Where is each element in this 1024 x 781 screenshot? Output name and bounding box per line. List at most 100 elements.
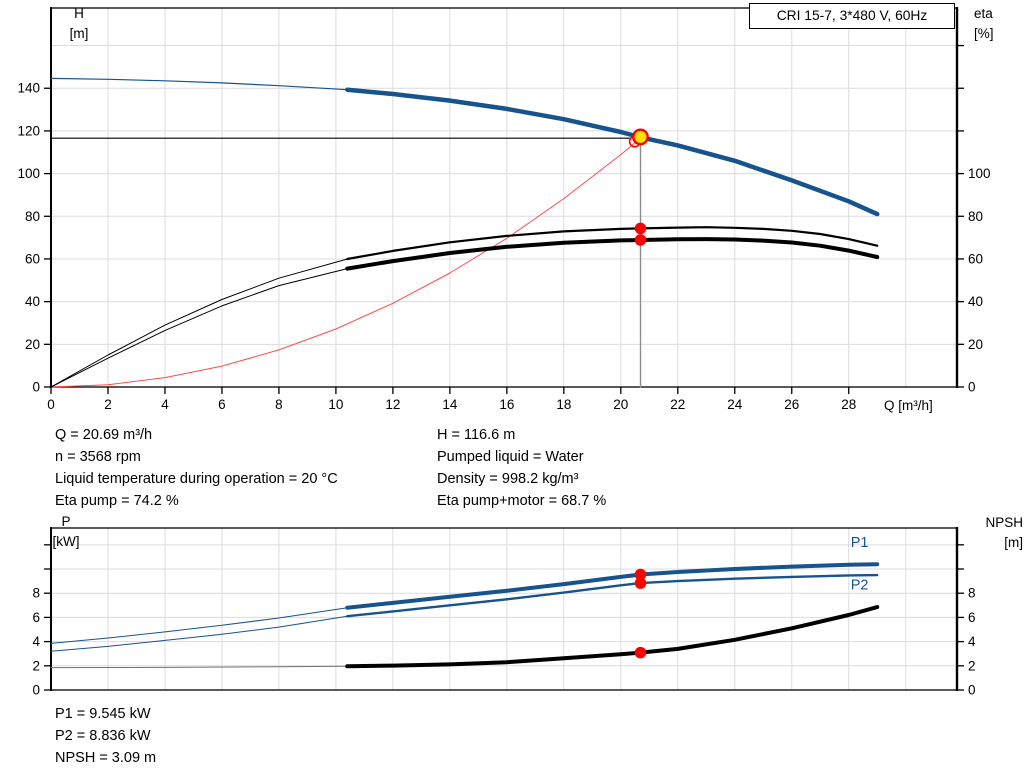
- duty-info-right-column: H = 116.6 m Pumped liquid = Water Densit…: [437, 424, 606, 512]
- power-info-block: P1 = 9.545 kW P2 = 8.836 kW NPSH = 3.09 …: [55, 703, 156, 769]
- p-axis-unit: [kW]: [52, 534, 80, 549]
- y-left-tick-label: 6: [32, 610, 40, 625]
- x-tick-label: 12: [385, 397, 400, 412]
- head-curve: [345, 87, 880, 217]
- y-left-tick-label: 120: [17, 123, 40, 138]
- eta-pump-motor-extension: [50, 268, 348, 388]
- npsh-axis-label: NPSH [m]: [976, 513, 1023, 553]
- info-pumped-liquid: Pumped liquid = Water: [437, 449, 584, 465]
- y-left-tick-label: 100: [17, 166, 40, 181]
- y-axis-left-ticks: 0 20 40 60 80 100 120 140: [17, 81, 51, 395]
- chart-hq: 0 2 4 6 8 10 12 14 16 18 20 22 24 26 28020406080100120…: [17, 7, 991, 412]
- y-left-tick-label: 4: [32, 634, 40, 649]
- h-axis-symbol: H: [74, 6, 84, 21]
- x-tick-label: 4: [161, 397, 169, 412]
- eta-axis-label: eta [%]: [974, 4, 1022, 44]
- y-left-tick-label: 0: [32, 683, 40, 698]
- info-liquid-temperature: Liquid temperature during operation = 20…: [55, 471, 338, 487]
- x-tick-label: 16: [499, 397, 514, 412]
- x-tick-label: 20: [613, 397, 628, 412]
- y-left-tick-label: 0: [32, 380, 40, 395]
- y-left-tick-label: 8: [32, 586, 40, 601]
- p2-curve-label: P2: [851, 578, 869, 594]
- y-right-tick-label: 60: [968, 251, 983, 266]
- eta-pump-duty-dot: [634, 222, 647, 235]
- x-tick-label: 24: [727, 397, 743, 412]
- p2-curve-extension: [50, 615, 348, 652]
- eta-axis-symbol: eta: [974, 6, 993, 21]
- p1-curve-extension: [50, 607, 348, 644]
- gridlines: [51, 8, 957, 387]
- x-tick-label: 14: [442, 397, 458, 412]
- q-axis-label: Q [m³/h]: [884, 398, 933, 413]
- p2-curve: [346, 573, 879, 618]
- info-npsh: NPSH = 3.09 m: [55, 750, 157, 766]
- x-tick-label: 26: [784, 397, 799, 412]
- y-axis-right-ticks: 0 2 4 6 8: [957, 544, 976, 698]
- p2-duty-dot: [634, 577, 647, 589]
- y-right-tick-label: 4: [968, 634, 976, 649]
- pump-title-box: CRI 15-7, 3*480 V, 60Hz: [749, 3, 955, 29]
- x-tick-label: 22: [670, 397, 685, 412]
- y-right-tick-label: 80: [968, 209, 983, 224]
- eta-pump-motor-duty-dot: [634, 234, 647, 246]
- y-right-tick-label: 2: [968, 658, 976, 673]
- npsh-axis-symbol: NPSH: [985, 515, 1023, 530]
- p1-duty-dot: [634, 568, 647, 581]
- x-tick-label: 10: [328, 397, 343, 412]
- y-left-tick-label: 80: [25, 209, 40, 224]
- p-axis-label: P [kW]: [42, 512, 90, 552]
- npsh-duty-dot: [634, 646, 647, 659]
- info-p1: P1 = 9.545 kW: [55, 706, 151, 722]
- y-right-tick-label: 100: [968, 166, 991, 181]
- chart-p_npsh: 0 2 4 6 8 0 2 4 6 8 P1 P2: [32, 527, 976, 698]
- eta-pump-curve: [346, 226, 879, 261]
- x-tick-label: 0: [47, 397, 55, 412]
- y-right-tick-label: 0: [968, 380, 976, 395]
- info-eta-pump: Eta pump = 74.2 %: [55, 493, 179, 509]
- y-axis-right-ticks: 0 20 40 60 80 100: [957, 44, 991, 395]
- p-axis-symbol: P: [61, 514, 71, 529]
- x-tick-label: 18: [556, 397, 571, 412]
- system-curve: [50, 137, 641, 388]
- eta-axis-unit: [%]: [974, 26, 994, 41]
- npsh-curve-extension: [50, 665, 348, 669]
- eta-pump-motor-curve: [345, 237, 880, 271]
- duty-info-left-column: Q = 20.69 m³/h n = 3568 rpm Liquid tempe…: [55, 424, 338, 512]
- y-left-tick-label: 20: [25, 337, 40, 352]
- y-left-tick-label: 140: [17, 81, 40, 96]
- y-right-tick-label: 6: [968, 610, 976, 625]
- p1-curve: [345, 562, 880, 610]
- y-right-tick-label: 8: [968, 586, 976, 601]
- plot-frame: [50, 527, 959, 691]
- duty-point: [632, 128, 649, 146]
- eta-pump-extension: [50, 258, 348, 388]
- x-tick-label: 2: [104, 397, 112, 412]
- x-axis-ticks: 0 2 4 6 8 10 12 14 16 18 20 22 24 26 28: [47, 387, 856, 412]
- y-right-tick-label: 0: [968, 683, 976, 698]
- h-axis-label: H [m]: [60, 4, 98, 44]
- x-tick-label: 8: [275, 397, 283, 412]
- info-flow: Q = 20.69 m³/h: [55, 427, 153, 443]
- y-axis-left-ticks: 0 2 4 6 8: [32, 544, 51, 698]
- gridlines: [51, 528, 957, 690]
- y-right-tick-label: 20: [968, 337, 983, 352]
- y-left-tick-label: 40: [25, 294, 40, 309]
- info-density: Density = 998.2 kg/m³: [437, 471, 579, 487]
- info-speed: n = 3568 rpm: [55, 449, 141, 465]
- info-p2: P2 = 8.836 kW: [55, 728, 151, 744]
- y-left-tick-label: 2: [32, 658, 40, 673]
- npsh-curve: [345, 605, 880, 669]
- x-tick-label: 6: [218, 397, 226, 412]
- plot-frame: [50, 7, 959, 388]
- y-right-tick-label: 40: [968, 294, 983, 309]
- info-eta-pump-motor: Eta pump+motor = 68.7 %: [437, 493, 607, 509]
- y-left-tick-label: 60: [25, 251, 40, 266]
- info-head: H = 116.6 m: [437, 427, 516, 443]
- npsh-axis-unit: [m]: [1004, 535, 1023, 550]
- h-axis-unit: [m]: [69, 26, 89, 41]
- x-tick-label: 28: [841, 397, 856, 412]
- p1-curve-label: P1: [851, 535, 869, 551]
